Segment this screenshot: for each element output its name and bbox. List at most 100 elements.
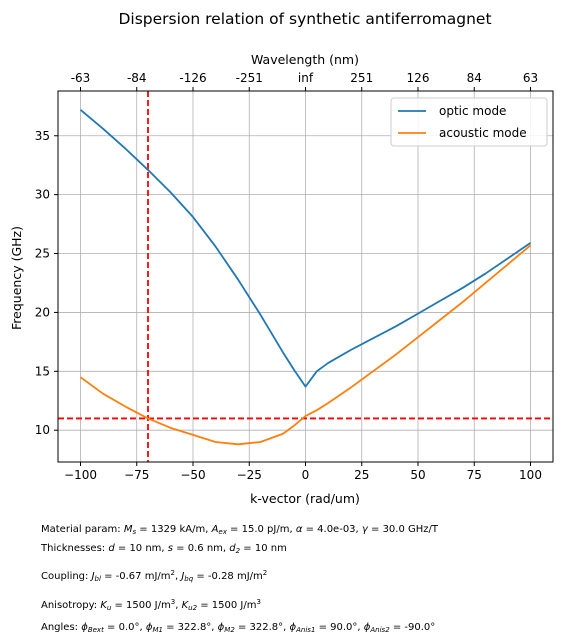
x-tick-label: 50 — [410, 468, 425, 482]
coupling-line: Coupling: Jbl = -0.67 mJ/m2, Jbq = -0.28… — [41, 563, 438, 590]
gamma-symbol: γ — [361, 524, 368, 535]
y-tick-label: 35 — [35, 129, 50, 143]
jbl-superscript: 2 — [170, 569, 175, 577]
legend-box — [390, 97, 548, 147]
top-tick-label: 63 — [523, 71, 538, 85]
phi-m1-subscript: M1 — [152, 626, 163, 634]
x-tick-label: 75 — [467, 468, 482, 482]
phi-anis1-subscript: Anis1 — [296, 626, 316, 634]
ku-value: = 1500 J/m — [111, 599, 171, 611]
phi-m2-subscript: M2 — [224, 626, 235, 634]
x-tick-label: 25 — [354, 468, 369, 482]
top-axis-ticks: -63 -84 -126 -251 inf 251 126 84 63 — [71, 71, 538, 91]
d-value: = 10 nm, — [114, 542, 168, 554]
s-symbol: s — [167, 542, 173, 554]
gamma-value: = 30.0 GHz/T — [367, 524, 439, 535]
phi-m2-symbol: ϕ — [217, 622, 225, 633]
material-params-line: Material param: Ms = 1329 kA/m, Aex = 15… — [41, 520, 438, 543]
x-tick-label: −75 — [124, 468, 149, 482]
phi-m1-symbol: ϕ — [145, 622, 153, 633]
legend-label-optic-mode: optic mode — [439, 104, 506, 118]
coupling-prefix: Coupling: — [41, 571, 92, 582]
x-tick-label: −25 — [237, 468, 262, 482]
jbl-symbol: J — [91, 571, 95, 582]
jbl-subscript: bl — [94, 575, 101, 583]
reference-lines — [58, 91, 553, 462]
angles-prefix: Angles: — [41, 622, 82, 633]
thicknesses-prefix: Thicknesses: — [41, 542, 109, 554]
x-axis-ticks: −100 −75 −50 −25 0 25 50 75 100 — [64, 462, 542, 482]
ku-subscript: u — [106, 603, 112, 612]
phi-m1-value: = 322.8°, — [162, 622, 218, 633]
phi-anis2-symbol: ϕ — [363, 622, 371, 633]
y-tick-label: 10 — [35, 423, 50, 437]
top-tick-label: -63 — [71, 71, 91, 85]
phi-anis2-subscript: Anis2 — [370, 626, 390, 634]
y-axis-label: Frequency (GHz) — [9, 226, 24, 330]
d-symbol: d — [108, 542, 115, 554]
x-tick-label: 0 — [302, 468, 310, 482]
jbl-value: = -0.67 mJ/m — [100, 571, 171, 582]
anisotropy-line: Anisotropy: Ku = 1500 J/m3, Ku2 = 1500 J… — [41, 592, 438, 619]
ku-superscript: 3 — [170, 597, 176, 606]
jbq-subscript: bq — [184, 575, 194, 583]
material-prefix: Material param: — [41, 524, 124, 535]
y-axis-ticks: 10 15 20 25 30 35 — [35, 129, 58, 437]
top-tick-label: 126 — [407, 71, 430, 85]
legend-label-acoustic-mode: acoustic mode — [439, 126, 527, 140]
ku2-value: = 1500 J/m — [197, 599, 257, 611]
dispersion-figure: Dispersion relation of synthetic antifer… — [9, 10, 554, 506]
d2-symbol: d — [229, 542, 236, 554]
phi-bext-subscript: Bext — [87, 626, 104, 634]
x-tick-label: −50 — [180, 468, 205, 482]
x-tick-label: −100 — [64, 468, 97, 482]
phi-bext-value: = 0.0°, — [103, 622, 146, 633]
ku2-superscript: 3 — [256, 597, 261, 606]
y-tick-label: 20 — [35, 305, 50, 319]
series-line-acoustic-mode — [79, 244, 532, 446]
ms-value: = 1329 kA/m, — [136, 524, 212, 535]
legend: optic mode acoustic mode — [390, 97, 548, 147]
phi-bext-symbol: ϕ — [81, 622, 88, 633]
y-tick-label: 15 — [35, 364, 50, 378]
aex-value: = 15.0 pJ/m, — [226, 524, 296, 535]
top-tick-label: -84 — [127, 71, 147, 85]
parameter-notes: Material param: Ms = 1329 kA/m, Aex = 15… — [41, 520, 438, 641]
top-tick-label: -126 — [179, 71, 206, 85]
jbq-superscript: 2 — [262, 569, 268, 577]
top-tick-label: -251 — [236, 71, 263, 85]
chart-title: Dispersion relation of synthetic antifer… — [118, 10, 491, 28]
y-tick-label: 25 — [35, 247, 50, 261]
grid-lines — [58, 91, 553, 462]
d2-value: = 10 nm — [240, 542, 287, 554]
phi-anis1-value: = 90.0°, — [315, 622, 364, 633]
aex-subscript: ex — [218, 528, 227, 536]
ms-subscript: s — [132, 528, 137, 536]
s-value: = 0.6 nm, — [173, 542, 230, 554]
phi-m2-value: = 322.8°, — [234, 622, 290, 633]
alpha-value: = 4.0e-03, — [302, 524, 362, 535]
jbq-value: = -0.28 mJ/m — [193, 571, 263, 582]
x-axis-label: k-vector (rad/um) — [250, 491, 360, 506]
anisotropy-prefix: Anisotropy: — [41, 599, 101, 611]
alpha-symbol: α — [295, 524, 303, 535]
ku-symbol: K — [100, 599, 107, 611]
phi-anis1-symbol: ϕ — [289, 622, 297, 633]
d2-subscript: 2 — [235, 546, 241, 555]
top-tick-label: inf — [298, 71, 314, 85]
top-tick-label: 251 — [350, 71, 373, 85]
aex-symbol: A — [211, 524, 219, 535]
top-tick-label: 84 — [467, 71, 482, 85]
data-series — [79, 109, 532, 446]
angles-line: Angles: ϕBext = 0.0°, ϕM1 = 322.8°, ϕM2 … — [41, 618, 438, 641]
jbl-separator: , — [174, 571, 182, 582]
series-line-optic-mode — [79, 109, 532, 388]
top-axis-label: Wavelength (nm) — [251, 52, 359, 67]
x-tick-label: 100 — [519, 468, 542, 482]
ku2-subscript: u2 — [188, 603, 198, 612]
ms-symbol: M — [123, 524, 133, 535]
ku-separator: , — [175, 599, 182, 611]
phi-anis2-value: = -90.0° — [389, 622, 436, 633]
y-tick-label: 30 — [35, 188, 50, 202]
jbq-symbol: J — [181, 571, 185, 582]
